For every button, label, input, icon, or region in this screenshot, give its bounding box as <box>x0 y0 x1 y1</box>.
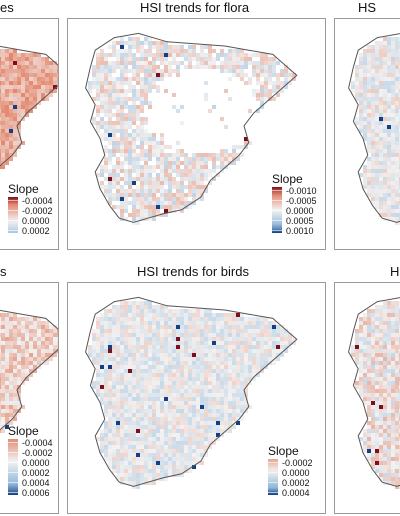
legend-tick <box>8 442 18 443</box>
panel-title-bottom-right: H <box>390 264 400 279</box>
legend-label: -0.0010 <box>286 186 317 196</box>
legend-label: -0.0002 <box>282 458 313 468</box>
coastline <box>0 45 58 167</box>
legend-label: 0.0000 <box>286 206 314 216</box>
legend-tick <box>272 200 282 201</box>
panel-title-bottom-center: HSI trends for birds <box>137 264 249 279</box>
legend-tick <box>272 230 282 231</box>
legend-color-bar <box>268 459 278 495</box>
legend-label: 0.0000 <box>282 468 310 478</box>
legend-label: 0.0000 <box>22 216 50 226</box>
legend-label: 0.0010 <box>286 226 314 236</box>
legend-label: 0.0002 <box>282 478 310 488</box>
legend-tick <box>8 200 18 201</box>
choropleth-map <box>0 45 58 169</box>
legend-label: -0.0002 <box>22 448 53 458</box>
legend-tick <box>8 220 18 221</box>
coastline <box>85 296 298 487</box>
legend-top-center: Slope -0.0010 -0.0005 0.0000 0.0005 0.0010 <box>272 172 324 246</box>
legend-bottom-center: Slope -0.0002 0.0000 0.0002 0.0004 <box>268 444 320 508</box>
legend-color-bar <box>8 439 18 495</box>
legend-title: Slope <box>268 444 299 458</box>
legend-label: 0.0004 <box>282 488 310 498</box>
legend-label: -0.0002 <box>22 206 53 216</box>
legend-tick <box>272 210 282 211</box>
choropleth-map <box>348 33 400 225</box>
legend-tick <box>272 190 282 191</box>
choropleth-map <box>348 297 400 489</box>
coastline <box>0 309 58 431</box>
legend-bottom-left: Slope -0.0004 -0.0002 0.0000 0.0002 0.0004 0.… <box>8 424 60 510</box>
legend-tick <box>8 452 18 453</box>
legend-label: 0.0006 <box>22 488 50 498</box>
legend-label: 0.0002 <box>22 468 50 478</box>
legend-tick <box>8 492 18 493</box>
map-panel-bottom-right <box>334 282 400 514</box>
legend-label: -0.0004 <box>22 438 53 448</box>
legend-tick <box>268 492 278 493</box>
legend-label: -0.0005 <box>286 196 317 206</box>
legend-tick <box>8 462 18 463</box>
legend-tick <box>8 210 18 211</box>
legend-tick <box>8 230 18 231</box>
choropleth-map <box>0 309 58 433</box>
coastline <box>348 33 400 223</box>
coastline <box>85 32 298 223</box>
map-panel-top-center <box>67 18 326 250</box>
legend-label: 0.0000 <box>22 458 50 468</box>
choropleth-map <box>85 32 298 225</box>
legend-color-bar <box>8 197 18 233</box>
legend-label: 0.0005 <box>286 216 314 226</box>
panel-title-top-center: HSI trends for flora <box>140 0 250 15</box>
legend-label: -0.0004 <box>22 196 53 206</box>
choropleth-map <box>85 296 298 489</box>
legend-tick <box>272 220 282 221</box>
legend-title: Slope <box>8 182 39 196</box>
panel-title-bottom-left: s <box>0 264 7 279</box>
legend-tick <box>268 472 278 473</box>
panel-title-top-right: HS <box>358 0 377 15</box>
panel-title-top-left: es <box>0 0 14 15</box>
legend-title: Slope <box>8 424 39 438</box>
legend-top-left: Slope -0.0004 -0.0002 0.0000 0.0002 <box>8 182 60 246</box>
coastline <box>348 297 400 487</box>
legend-label: 0.0004 <box>22 478 50 488</box>
legend-tick <box>8 482 18 483</box>
legend-title: Slope <box>272 172 303 186</box>
legend-label: 0.0002 <box>22 226 50 236</box>
legend-tick <box>268 462 278 463</box>
legend-tick <box>8 472 18 473</box>
map-panel-bottom-center <box>67 282 326 514</box>
legend-tick <box>268 482 278 483</box>
map-panel-top-right <box>334 18 400 250</box>
